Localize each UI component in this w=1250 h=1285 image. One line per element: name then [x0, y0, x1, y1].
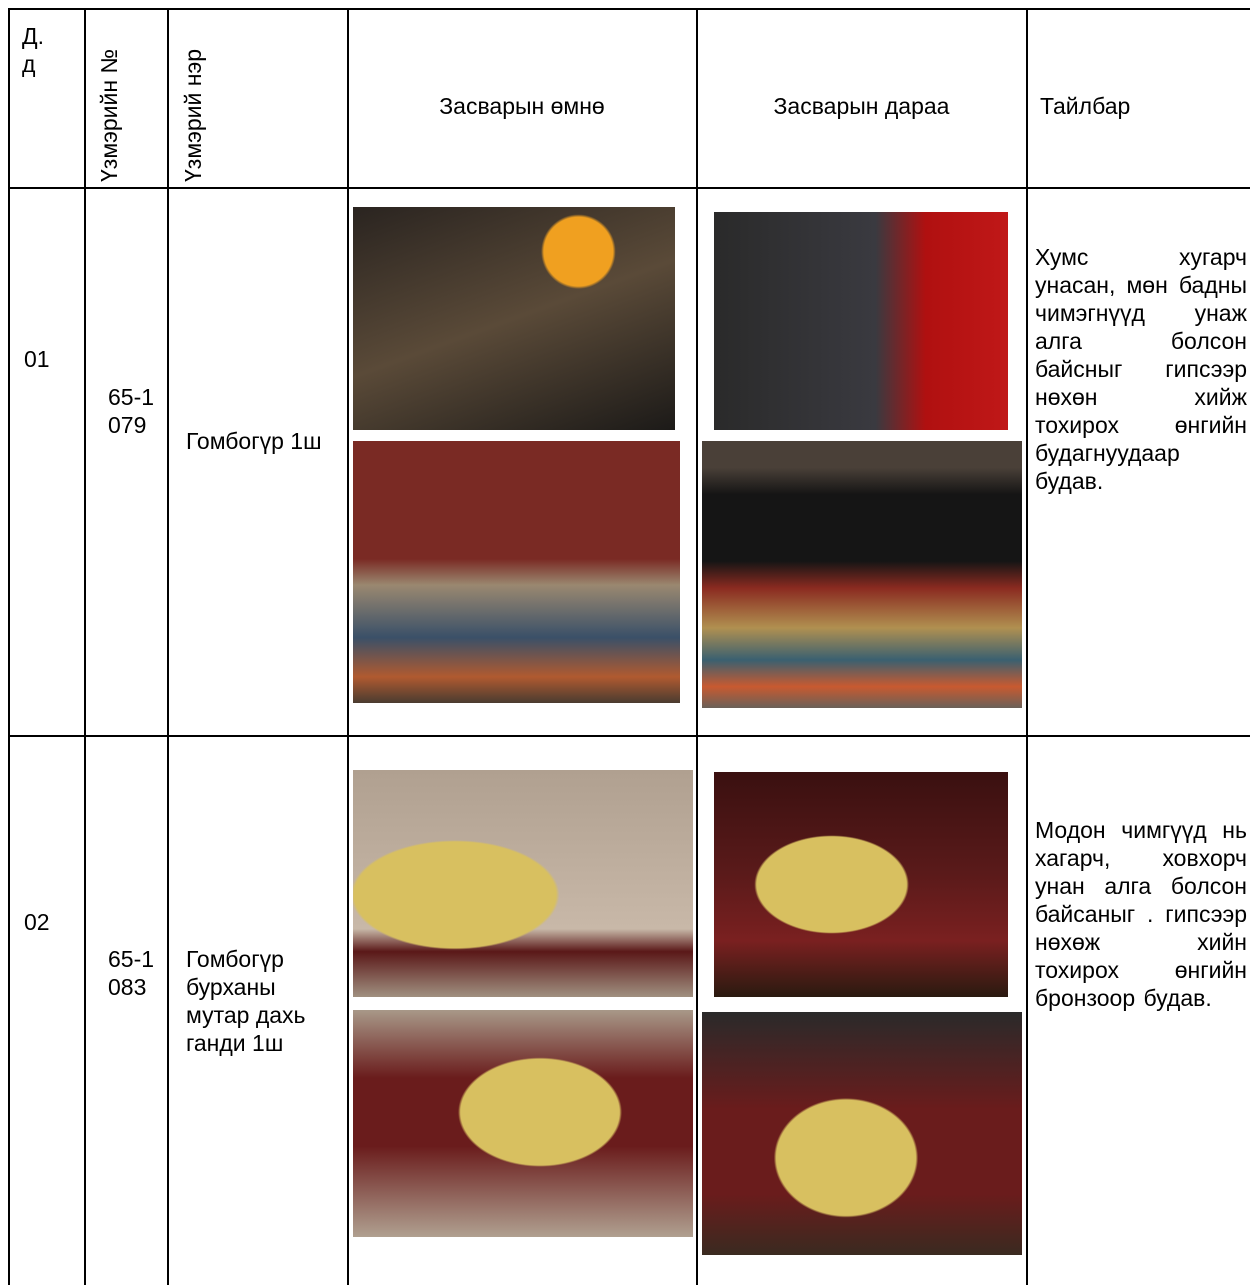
photo: [353, 441, 680, 703]
cell: Хумс хугарч унасан, мөн бадны чимэгнүүд …: [1035, 244, 1247, 494]
header-cell: Үзмэрий нэр: [180, 49, 206, 182]
cell: Модон чимгүүд нь хагарч, ховхорч унан ал…: [1035, 817, 1247, 1011]
cell: 65-1079: [108, 384, 155, 438]
photo: [702, 441, 1022, 708]
rule: [8, 735, 1250, 737]
photo: [353, 770, 693, 997]
rule: [1026, 8, 1028, 1285]
cell: Гомбогүр бурханы мутар дахь ганди 1ш: [186, 946, 306, 1056]
cell: 65-1083: [108, 946, 155, 1000]
cell: 02: [24, 909, 50, 935]
photo: [714, 772, 1008, 997]
header-cell: Засварын өмнө: [439, 93, 605, 119]
cell: Гомбогүр 1ш: [186, 428, 322, 454]
photo: [353, 1010, 693, 1237]
rule: [8, 187, 1250, 189]
rule: [347, 8, 349, 1285]
rule: [696, 8, 698, 1285]
photo: [714, 212, 1008, 430]
cell: 01: [24, 346, 50, 372]
rule: [8, 8, 10, 1285]
rule: [84, 8, 86, 1285]
rule: [167, 8, 169, 1285]
header-cell: Засварын дараа: [773, 93, 950, 119]
photo: [702, 1012, 1022, 1255]
photo: [353, 207, 675, 430]
header-cell: Тайлбар: [1040, 93, 1131, 119]
header-cell: Д. д: [22, 23, 44, 77]
header-cell: Үзмэрийн №: [96, 48, 122, 182]
rule: [8, 8, 1250, 10]
